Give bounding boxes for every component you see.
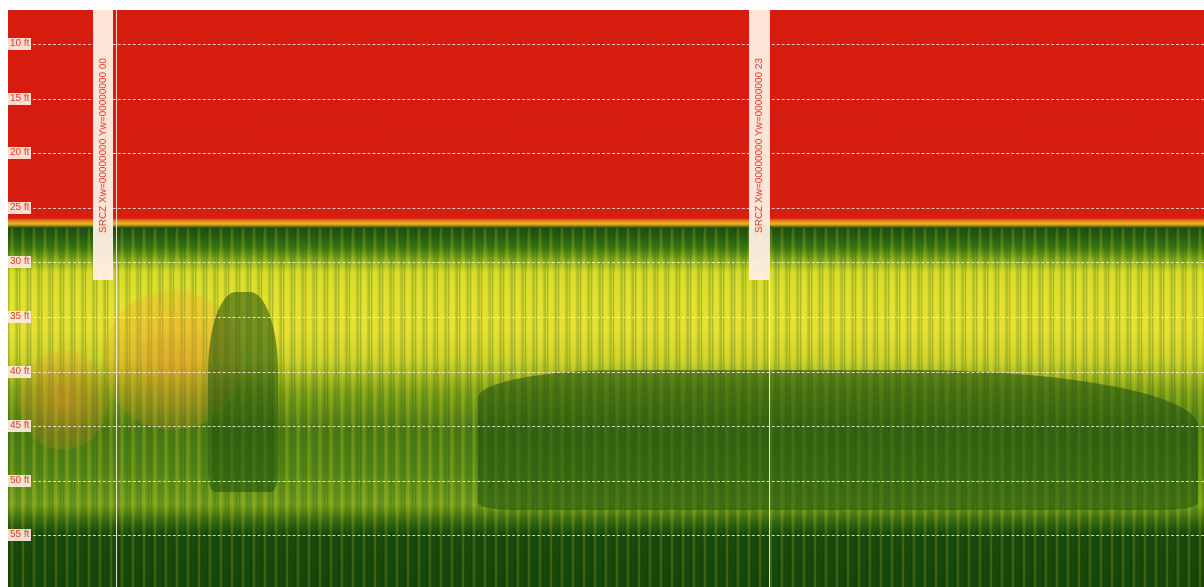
submerged-object xyxy=(208,292,278,492)
event-marker-text: SRCZ Xw=00000000 Yw=00000000 23 xyxy=(753,57,765,233)
depth-label: 45 ft xyxy=(8,420,32,432)
depth-gridline xyxy=(8,208,1204,209)
depth-gridline xyxy=(8,535,1204,536)
depth-label: 55 ft xyxy=(8,529,32,541)
event-marker-label: SRCZ Xw=00000000 Yw=00000000 23 xyxy=(749,10,769,280)
depth-gridline xyxy=(8,426,1204,427)
submerged-object xyxy=(478,370,1198,510)
depth-label: 15 ft xyxy=(8,93,32,105)
depth-label: 30 ft xyxy=(8,256,32,268)
depth-label: 25 ft xyxy=(8,202,32,214)
depth-gridline xyxy=(8,317,1204,318)
depth-gridline xyxy=(8,44,1204,45)
event-marker-label: SRCZ Xw=00000000 Yw=00000000 00 xyxy=(93,10,113,280)
event-marker-text: SRCZ Xw=00000000 Yw=00000000 00 xyxy=(97,57,109,233)
echo-hotspot xyxy=(18,350,108,450)
depth-gridline xyxy=(8,99,1204,100)
depth-gridline xyxy=(8,481,1204,482)
depth-gridline xyxy=(8,262,1204,263)
top-margin xyxy=(0,0,1204,10)
depth-gridline xyxy=(8,153,1204,154)
depth-label: 50 ft xyxy=(8,475,32,487)
depth-gridline xyxy=(8,372,1204,373)
depth-label: 40 ft xyxy=(8,366,32,378)
event-marker-line xyxy=(116,10,117,587)
event-marker-line xyxy=(769,10,770,587)
sonar-echogram[interactable]: SRCZ Xw=00000000 Yw=00000000 00 SRCZ Xw=… xyxy=(8,10,1204,587)
depth-label: 35 ft xyxy=(8,311,32,323)
left-margin xyxy=(0,0,8,587)
depth-label: 10 ft xyxy=(8,38,32,50)
depth-label: 20 ft xyxy=(8,147,32,159)
